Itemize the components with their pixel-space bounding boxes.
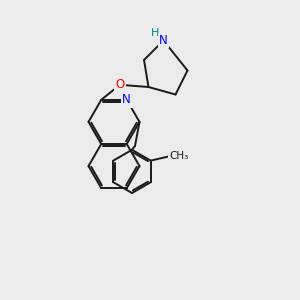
Text: H: H (151, 28, 159, 38)
Text: N: N (159, 34, 168, 47)
Text: O: O (115, 78, 124, 91)
Text: N: N (122, 93, 131, 106)
Text: CH₃: CH₃ (169, 151, 188, 161)
